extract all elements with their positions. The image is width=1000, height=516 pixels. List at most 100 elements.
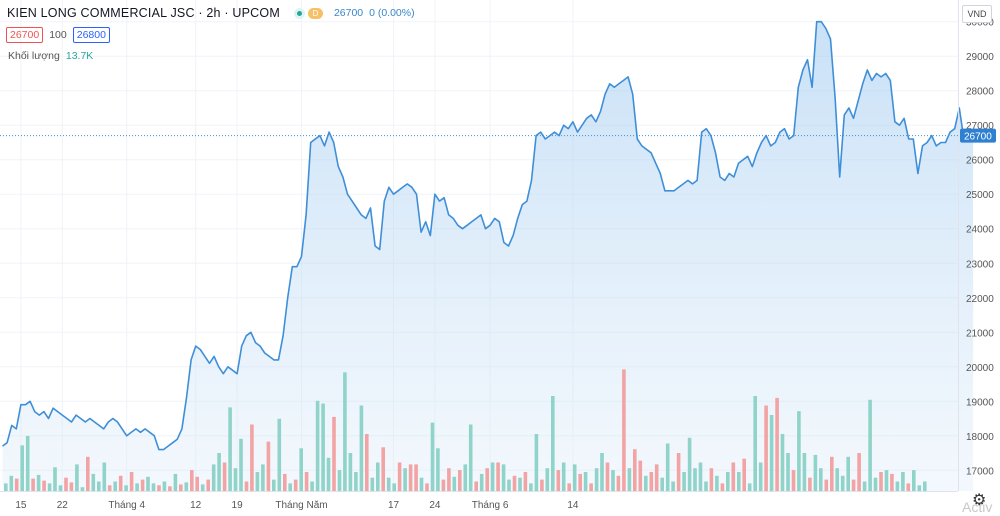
time-axis-label: Tháng Năm	[275, 500, 327, 511]
volume-bar	[255, 472, 260, 491]
price-axis-label: 28000	[966, 87, 994, 98]
volume-bar	[813, 454, 818, 491]
volume-bar	[846, 456, 850, 491]
volume-bar	[638, 460, 643, 491]
volume-bar	[797, 411, 801, 491]
volume-bar	[824, 479, 829, 491]
volume-bar	[583, 472, 588, 491]
volume-bar	[687, 437, 692, 491]
price-axis-label: 23000	[966, 259, 994, 270]
volume-bar	[742, 458, 746, 491]
volume-bar	[747, 483, 752, 491]
volume-bar	[107, 485, 112, 491]
settings-gear-icon[interactable]: ⚙	[972, 492, 987, 509]
volume-bar	[808, 477, 812, 491]
volume-bar	[654, 464, 659, 491]
volume-bar	[665, 443, 670, 491]
volume-bar	[901, 472, 905, 491]
volume-bar	[463, 464, 468, 491]
volume-bar	[392, 483, 396, 491]
volume-legend[interactable]: Khối lượng 13.7K	[8, 50, 93, 62]
volume-bar	[140, 479, 145, 491]
volume-bar	[75, 464, 79, 491]
volume-bar	[441, 479, 446, 491]
volume-bar	[912, 470, 916, 491]
volume-bar	[474, 481, 478, 491]
volume-bar	[572, 464, 577, 491]
volume-bar	[118, 475, 123, 491]
price-axis-label: 30000	[966, 18, 994, 29]
volume-bar	[737, 472, 741, 491]
volume-bar	[47, 483, 52, 491]
volume-bar	[447, 468, 451, 491]
volume-bar	[113, 481, 117, 491]
volume-bar	[151, 483, 156, 491]
volume-bar	[124, 485, 128, 491]
volume-bar	[775, 397, 779, 491]
volume-bar	[611, 470, 615, 491]
volume-bar	[764, 405, 768, 491]
volume-bar	[129, 472, 134, 491]
price-axis-label: 18000	[966, 432, 994, 443]
volume-bar	[862, 481, 867, 491]
volume-bar	[633, 449, 637, 491]
last-price-text: 26700	[333, 7, 364, 19]
symbol-title[interactable]: KIEN LONG COMMERCIAL JSC · 2h · UPCOM	[7, 6, 280, 20]
ask-price-box[interactable]: 26800	[72, 27, 110, 43]
volume-bar	[589, 483, 593, 491]
quote-row: 26700 100 26800	[6, 27, 110, 43]
volume-bar	[53, 467, 57, 492]
price-line	[2, 20, 974, 451]
volume-bar	[605, 462, 610, 491]
volume-bar	[720, 483, 725, 491]
volume-bar	[753, 396, 757, 491]
volume-bar	[293, 479, 298, 491]
volume-bar	[403, 468, 407, 491]
volume-bar	[698, 462, 703, 491]
volume-bar	[534, 434, 539, 491]
volume-bar	[578, 473, 582, 491]
volume-bar	[233, 468, 238, 491]
currency-button[interactable]: VND	[962, 5, 992, 23]
volume-bar	[468, 424, 473, 491]
volume-bar	[315, 400, 320, 492]
volume-bar	[179, 484, 183, 491]
volume-bar	[507, 479, 511, 491]
volume-bar	[200, 484, 205, 491]
volume-bar	[709, 468, 714, 491]
volume-bar	[376, 462, 380, 491]
volume-bar	[36, 474, 41, 491]
volume-bar	[222, 462, 227, 491]
volume-bar	[146, 476, 150, 492]
volume-bar	[627, 468, 632, 491]
volume-bar	[408, 464, 413, 491]
time-axis-label: 24	[429, 500, 441, 511]
volume-bar	[348, 453, 353, 491]
volume-bar	[840, 475, 845, 491]
volume-bar	[540, 479, 544, 491]
volume-bar	[890, 473, 894, 491]
volume-bar	[425, 483, 429, 491]
volume-bar	[758, 462, 763, 491]
volume-bar	[496, 462, 500, 491]
bid-price-box[interactable]: 26700	[6, 27, 44, 43]
volume-bar	[786, 453, 790, 491]
last-price-tag	[960, 128, 996, 143]
volume-bar	[31, 478, 35, 491]
volume-bar	[917, 485, 922, 491]
chart-header: KIEN LONG COMMERCIAL JSC · 2h · UPCOM D …	[7, 6, 415, 20]
volume-bar	[594, 468, 599, 491]
volume-bar	[261, 464, 265, 491]
activation-watermark: Activ	[962, 499, 993, 515]
volume-bar	[616, 475, 621, 491]
volume-bar	[868, 399, 872, 491]
volume-bar	[556, 470, 561, 491]
volume-bar	[58, 485, 63, 491]
volume-bar	[551, 396, 555, 491]
volume-bar	[239, 438, 243, 492]
volume-bar	[25, 435, 30, 491]
volume-bar	[512, 475, 517, 491]
volume-bar	[715, 475, 719, 491]
time-axis-label: Tháng 6	[472, 500, 509, 511]
